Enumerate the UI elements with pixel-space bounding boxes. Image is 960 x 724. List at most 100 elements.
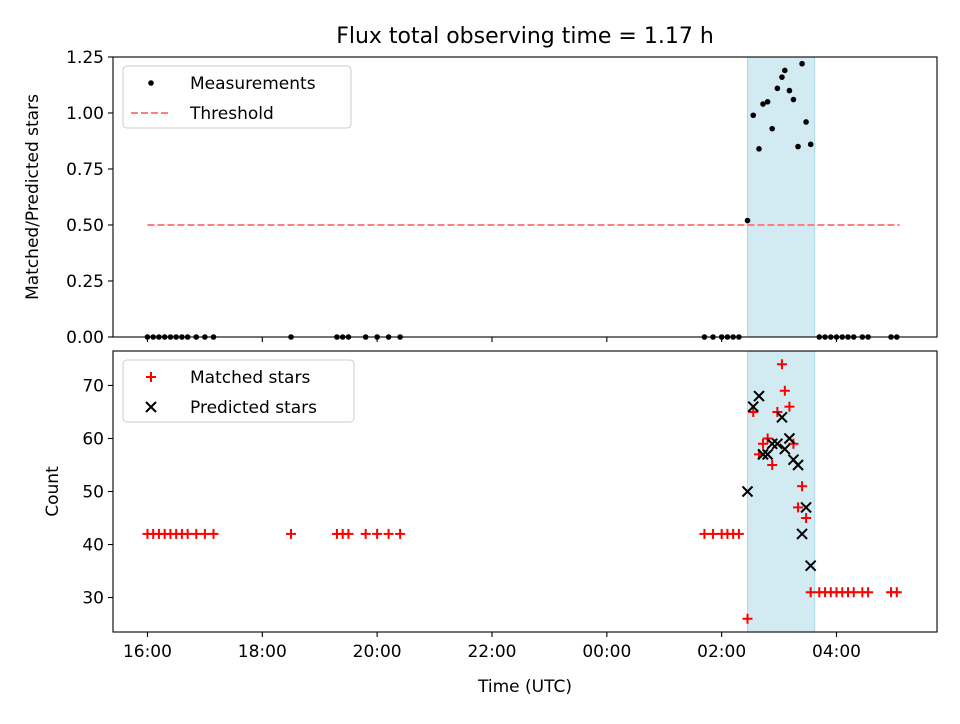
y-tick-label: 0.50 xyxy=(66,216,104,236)
matched-star-point xyxy=(767,459,778,470)
predicted-star-point xyxy=(792,459,804,471)
legend-x-stroke2 xyxy=(145,401,157,413)
matched-star-point xyxy=(733,528,744,539)
predicted-star-stroke2 xyxy=(792,459,804,471)
legend-box xyxy=(122,359,355,423)
measurement-point xyxy=(750,112,757,119)
predicted-star-point xyxy=(753,390,765,402)
predicted-star-stroke2 xyxy=(800,501,812,514)
measurement-point xyxy=(756,146,762,152)
highlight-span xyxy=(747,350,816,633)
x-tick-label: 00:00 xyxy=(582,642,631,662)
y-tick-label: 0.25 xyxy=(66,272,104,292)
predicted-star-point xyxy=(779,443,791,455)
measurement-point xyxy=(782,67,788,74)
y-tick-label: 60 xyxy=(82,429,104,449)
predicted-star-stroke2 xyxy=(771,438,784,450)
legend-label: Matched stars xyxy=(190,368,310,388)
matched-star-point xyxy=(383,528,394,539)
top-panel: 0.00 0.25 0.50 0.75 1.00 1.25 Matched/Predicte… xyxy=(23,48,938,348)
matched-star-point xyxy=(191,528,202,539)
predicted-star-stroke2 xyxy=(757,448,769,461)
bottom-panel: 30 40 50 60 70 16:00 18:00 20:00 22:00 00:00 02:00… xyxy=(43,350,938,697)
measurement-point xyxy=(760,101,766,107)
matched-star-point xyxy=(784,401,795,412)
predicted-star-point xyxy=(776,411,788,423)
measurement-point xyxy=(786,87,793,94)
matched-star-point xyxy=(758,438,769,449)
predicted-star-point xyxy=(771,438,784,450)
measurement-point xyxy=(795,143,801,150)
predicted-star-stroke2 xyxy=(804,560,817,572)
measurement-point xyxy=(764,99,771,105)
predicted-star-point xyxy=(741,485,754,498)
legend: Measurements Threshold xyxy=(122,65,352,129)
predicted-star-stroke2 xyxy=(753,390,765,402)
y-tick-label: 40 xyxy=(82,536,104,556)
y-tick-label: 0.75 xyxy=(66,160,104,180)
x-tick-label: 20:00 xyxy=(353,642,402,662)
matched-star-point xyxy=(748,406,759,417)
measurement-point xyxy=(799,60,805,67)
matched-star-point xyxy=(699,528,710,539)
legend-label: Predicted stars xyxy=(190,398,317,418)
predicted-star-point xyxy=(757,448,769,461)
predicted-star-stroke2 xyxy=(783,432,796,445)
x-tick-label: 18:00 xyxy=(238,642,287,662)
matched-star-point xyxy=(793,502,804,513)
matched-star-point xyxy=(776,359,787,370)
predicted-star-point xyxy=(766,438,778,450)
y-tick-label: 1.25 xyxy=(66,48,104,68)
matched-star-point xyxy=(708,528,719,539)
matched-star-point xyxy=(848,587,859,598)
matched-star-point xyxy=(891,587,902,598)
predicted-star-point xyxy=(804,560,817,572)
matched-star-point xyxy=(360,528,371,539)
matched-star-point xyxy=(801,513,812,524)
x-tick-label: 22:00 xyxy=(467,642,516,662)
y-axis-label: Count xyxy=(43,466,63,517)
x-tick-label: 02:00 xyxy=(697,642,746,662)
matched-star-point xyxy=(343,528,354,539)
predicted-star-stroke2 xyxy=(747,400,759,413)
matched-star-point xyxy=(395,528,406,539)
matched-star-point xyxy=(742,613,753,624)
predicted-star-stroke2 xyxy=(766,438,778,450)
y-tick-label: 1.00 xyxy=(66,104,104,124)
measurement-point xyxy=(807,141,814,148)
highlight-span xyxy=(747,56,816,338)
x-tick-label: 16:00 xyxy=(123,642,172,662)
axes-frame xyxy=(112,56,938,338)
measurement-point xyxy=(790,96,797,103)
matched-star-point xyxy=(863,587,874,598)
x-tick-label: 04:00 xyxy=(812,642,861,662)
predicted-star-point xyxy=(800,501,812,514)
predicted-star-point xyxy=(747,400,759,413)
matched-star-point xyxy=(805,587,816,598)
matched-star-point xyxy=(182,528,193,539)
measurement-point xyxy=(769,125,775,132)
predicted-star-stroke2 xyxy=(776,411,788,423)
y-tick-label: 30 xyxy=(82,589,104,609)
legend-label: Measurements xyxy=(190,74,316,94)
measurement-point xyxy=(779,74,785,80)
y-axis-label: Matched/Predicted stars xyxy=(23,94,43,300)
y-tick-label: 50 xyxy=(82,483,104,503)
y-tick-label: 70 xyxy=(82,376,104,396)
matched-star-point xyxy=(199,528,210,539)
legend-box xyxy=(122,65,352,129)
predicted-star-stroke2 xyxy=(741,485,754,498)
measurement-point xyxy=(774,85,781,92)
measurement-point xyxy=(744,217,751,224)
legend-dot-marker xyxy=(148,80,154,86)
x-axis-label: Time (UTC) xyxy=(477,677,572,697)
legend: Matched stars Predicted stars xyxy=(122,359,355,423)
measurement-point xyxy=(803,119,809,125)
y-tick-label: 0.00 xyxy=(66,328,104,348)
matched-star-point xyxy=(286,528,297,539)
legend-label: Threshold xyxy=(189,104,274,124)
matched-star-point xyxy=(779,385,790,396)
predicted-star-point xyxy=(761,448,774,461)
predicted-star-point xyxy=(796,528,808,540)
